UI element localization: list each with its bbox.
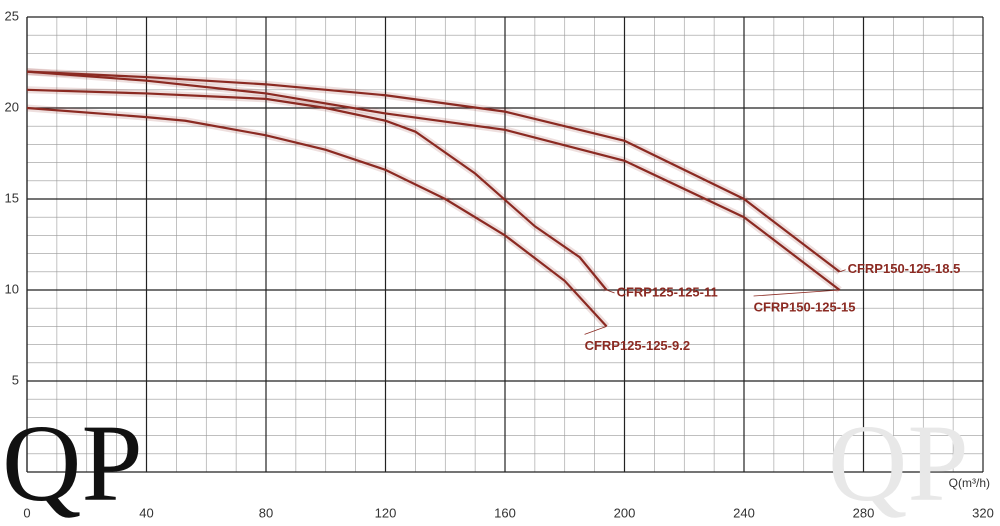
y-tick-label: 10 bbox=[5, 281, 19, 296]
y-tick-label: 25 bbox=[5, 8, 19, 23]
curve-glow bbox=[26, 86, 610, 293]
x-tick-label: 200 bbox=[614, 505, 636, 520]
x-axis-label: Q(m³/h) bbox=[949, 476, 990, 490]
label-leader bbox=[584, 326, 607, 335]
x-tick-label: 280 bbox=[853, 505, 875, 520]
y-tick-label: 5 bbox=[12, 372, 19, 387]
curve bbox=[26, 106, 608, 328]
label-leader bbox=[606, 289, 615, 294]
series-label: CFRP125-125-11 bbox=[617, 284, 718, 299]
label-leader bbox=[753, 289, 840, 297]
x-tick-label: 80 bbox=[259, 505, 273, 520]
plot: 0 40 80 120 160 200 240 280 320 5 10 15 20 25 Q(m³/h) C… bbox=[5, 8, 994, 520]
series-label: CFRP125-125-9.2 bbox=[585, 338, 691, 353]
curve bbox=[26, 70, 841, 273]
series-label: CFRP150-125-15 bbox=[754, 299, 856, 314]
x-tick-label: 120 bbox=[375, 505, 397, 520]
curve bbox=[26, 88, 608, 291]
x-tick-label: 160 bbox=[494, 505, 516, 520]
logo-watermark: QP bbox=[828, 402, 969, 524]
x-tick-label: 240 bbox=[733, 505, 755, 520]
logo: QP bbox=[2, 402, 143, 524]
curve bbox=[26, 70, 841, 291]
series-label: CFRP150-125-18.5 bbox=[848, 261, 961, 276]
label-leader bbox=[839, 269, 846, 273]
x-tick-label: 320 bbox=[972, 505, 994, 520]
x-tick-label: 0 bbox=[23, 505, 30, 520]
y-tick-label: 20 bbox=[5, 99, 19, 114]
x-label-bg bbox=[933, 474, 993, 492]
y-tick-label: 15 bbox=[5, 190, 19, 205]
x-tick-label: 40 bbox=[139, 505, 153, 520]
